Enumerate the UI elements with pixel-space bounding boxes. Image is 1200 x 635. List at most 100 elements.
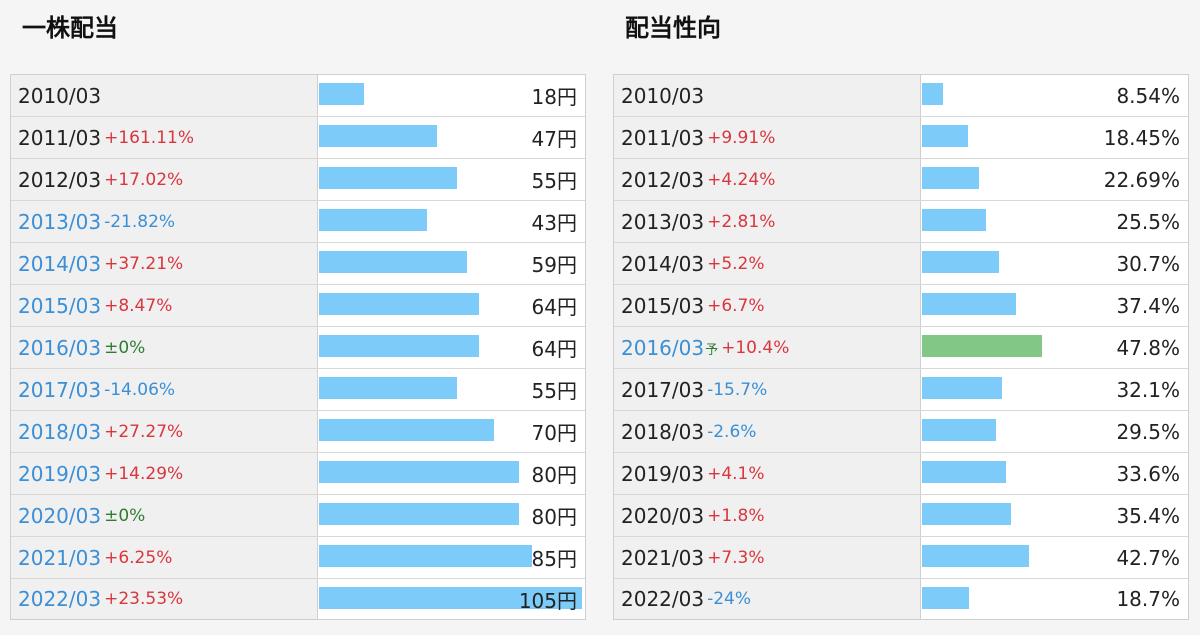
bar <box>319 209 427 231</box>
table-row: 2011/03 +9.91% 18.45% <box>614 117 1188 159</box>
year-cell: 2016/03 予 +10.4% <box>614 327 921 368</box>
value-label: 55円 <box>531 169 577 193</box>
bar-cell: 59円 <box>319 243 585 284</box>
year-label: 2021/03 <box>621 545 705 570</box>
year-label: 2010/03 <box>621 83 705 108</box>
value-label: 42.7% <box>1116 545 1180 570</box>
value-label: 105円 <box>518 588 577 613</box>
table-row: 2010/03 18円 <box>11 75 585 117</box>
value-label: 64円 <box>531 337 577 361</box>
year-cell: 2014/03 +37.21% <box>11 243 318 284</box>
year-cell: 2012/03 +4.24% <box>614 159 921 200</box>
bar-cell: 47.8% <box>922 327 1188 368</box>
table-row: 2016/03 予 +10.4% 47.8% <box>614 327 1188 369</box>
bar-cell: 43円 <box>319 201 585 242</box>
year-cell: 2016/03 ±0% <box>11 327 318 368</box>
change-label: -21.82% <box>104 211 176 232</box>
year-cell: 2018/03 +27.27% <box>11 411 318 452</box>
value-label: 47円 <box>531 127 577 151</box>
bar <box>922 461 1006 483</box>
year-label: 2016/03 <box>18 335 102 360</box>
change-label: +10.4% <box>721 337 790 358</box>
year-label: 2019/03 <box>18 461 102 486</box>
bar <box>922 545 1029 567</box>
year-cell: 2015/03 +6.7% <box>614 285 921 326</box>
change-label: +5.2% <box>707 253 765 274</box>
value-label: 18.7% <box>1116 587 1180 611</box>
dividend-per-share-title: 一株配当 <box>22 14 118 42</box>
year-label: 2011/03 <box>18 125 102 150</box>
year-cell: 2022/03 +23.53% <box>11 579 318 619</box>
value-label: 55円 <box>531 379 577 403</box>
payout-ratio-table: 2010/03 8.54% 2011/03 +9.91% 18.45% 2012/03 +4… <box>613 74 1189 620</box>
change-label: +6.25% <box>104 547 173 568</box>
year-label: 2019/03 <box>621 461 705 486</box>
bar-cell: 70円 <box>319 411 585 452</box>
bar-cell: 8.54% <box>922 75 1188 116</box>
bar-cell: 29.5% <box>922 411 1188 452</box>
table-row: 2015/03 +8.47% 64円 <box>11 285 585 327</box>
bar <box>319 83 364 105</box>
bar-cell: 55円 <box>319 369 585 410</box>
value-label: 18円 <box>531 85 577 109</box>
year-cell: 2015/03 +8.47% <box>11 285 318 326</box>
table-row: 2013/03 +2.81% 25.5% <box>614 201 1188 243</box>
year-label: 2015/03 <box>621 293 705 318</box>
bar-cell: 85円 <box>319 537 585 578</box>
table-row: 2022/03 +23.53% 105円 <box>11 579 585 619</box>
year-cell: 2019/03 +4.1% <box>614 453 921 494</box>
year-label: 2017/03 <box>621 377 705 402</box>
bar <box>319 419 494 441</box>
change-label: ±0% <box>104 505 146 526</box>
bar-cell: 18.45% <box>922 117 1188 158</box>
year-cell: 2011/03 +9.91% <box>614 117 921 158</box>
year-cell: 2014/03 +5.2% <box>614 243 921 284</box>
table-row: 2014/03 +5.2% 30.7% <box>614 243 1188 285</box>
bar <box>319 167 457 189</box>
table-row: 2018/03 +27.27% 70円 <box>11 411 585 453</box>
change-label: -24% <box>707 589 752 609</box>
year-label: 2022/03 <box>621 587 705 611</box>
table-row: 2022/03 -24% 18.7% <box>614 579 1188 619</box>
change-label: +6.7% <box>707 295 765 316</box>
change-label: +14.29% <box>104 463 184 484</box>
value-label: 18.45% <box>1103 125 1180 150</box>
year-label: 2013/03 <box>621 209 705 234</box>
year-label: 2016/03 <box>621 335 705 360</box>
table-row: 2018/03 -2.6% 29.5% <box>614 411 1188 453</box>
year-label: 2022/03 <box>18 587 102 611</box>
value-label: 33.6% <box>1116 461 1180 486</box>
change-label: +8.47% <box>104 295 173 316</box>
year-cell: 2013/03 -21.82% <box>11 201 318 242</box>
value-label: 22.69% <box>1103 167 1180 192</box>
year-cell: 2018/03 -2.6% <box>614 411 921 452</box>
year-label: 2020/03 <box>18 503 102 528</box>
value-label: 70円 <box>531 421 577 445</box>
change-label: -14.06% <box>104 379 176 400</box>
table-row: 2019/03 +14.29% 80円 <box>11 453 585 495</box>
bar-cell: 64円 <box>319 327 585 368</box>
change-label: +1.8% <box>707 505 765 526</box>
bar <box>319 377 457 399</box>
bar-cell: 30.7% <box>922 243 1188 284</box>
bar <box>922 83 943 105</box>
bar <box>922 209 986 231</box>
bar-cell: 80円 <box>319 495 585 536</box>
table-row: 2021/03 +6.25% 85円 <box>11 537 585 579</box>
change-label: -2.6% <box>707 421 757 442</box>
table-row: 2010/03 8.54% <box>614 75 1188 117</box>
year-cell: 2010/03 <box>11 75 318 116</box>
year-cell: 2011/03 +161.11% <box>11 117 318 158</box>
table-row: 2013/03 -21.82% 43円 <box>11 201 585 243</box>
change-label: +17.02% <box>104 169 184 190</box>
table-row: 2020/03 ±0% 80円 <box>11 495 585 537</box>
year-label: 2018/03 <box>18 419 102 444</box>
value-label: 37.4% <box>1116 293 1180 318</box>
bar <box>922 125 968 147</box>
value-label: 8.54% <box>1116 83 1180 108</box>
bar <box>922 587 969 609</box>
year-cell: 2012/03 +17.02% <box>11 159 318 200</box>
value-label: 32.1% <box>1116 377 1180 402</box>
year-cell: 2019/03 +14.29% <box>11 453 318 494</box>
bar <box>319 587 582 609</box>
